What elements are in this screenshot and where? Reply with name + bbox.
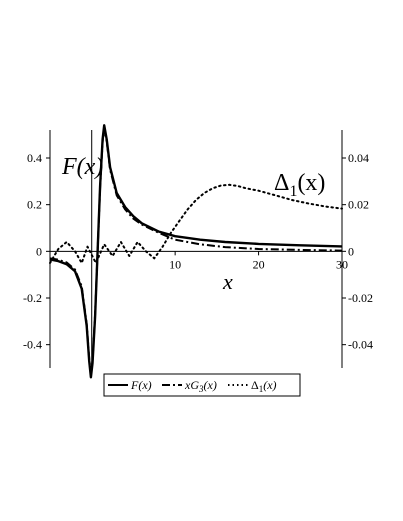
legend-label-3: Δ1(x) bbox=[251, 378, 277, 394]
x-axis-label: x bbox=[222, 269, 233, 294]
x-tick-label: 20 bbox=[253, 257, 265, 271]
tick-labels: 0.4 0.2 0 -0.2 -0.4 0.04 0.02 0 -0.02 -0.04 10 20 30 bbox=[23, 151, 373, 352]
series-line-1 bbox=[49, 124, 343, 379]
right-label-sub: 1 bbox=[289, 183, 297, 200]
legend-label-2-sub: 3 bbox=[198, 384, 204, 394]
right-label-main: Δ bbox=[274, 170, 289, 196]
right-tick-label: 0.04 bbox=[348, 151, 369, 165]
left-axis-series-label: F(x) bbox=[61, 154, 103, 180]
legend-label-2-main: xG bbox=[184, 378, 199, 392]
legend-label-3-main: Δ bbox=[251, 378, 259, 392]
legend: F(x) xG3(x) Δ1(x) bbox=[103, 373, 301, 397]
series-line-3 bbox=[49, 183, 343, 264]
right-axis-series-label: Δ1(x) bbox=[274, 170, 325, 200]
right-tick-label: -0.02 bbox=[348, 291, 373, 305]
series-layer bbox=[49, 124, 343, 379]
x-tick-label: 30 bbox=[336, 257, 348, 271]
left-tick-label: -0.2 bbox=[23, 291, 42, 305]
legend-label-2-tail: (x) bbox=[204, 378, 217, 392]
left-tick-label: -0.4 bbox=[23, 338, 42, 352]
legend-label-3-tail: (x) bbox=[263, 378, 276, 392]
right-tick-label: 0 bbox=[348, 244, 354, 258]
legend-label-3-sub: 1 bbox=[259, 384, 264, 394]
left-tick-label: 0.2 bbox=[27, 198, 42, 212]
right-tick-label: -0.04 bbox=[348, 338, 373, 352]
legend-box bbox=[103, 373, 301, 397]
series-line-2 bbox=[49, 126, 343, 376]
right-label-tail: (x) bbox=[297, 170, 325, 196]
left-tick-label: 0.4 bbox=[27, 151, 42, 165]
legend-label-1: F(x) bbox=[130, 378, 152, 392]
legend-label-2: xG3(x) bbox=[184, 378, 217, 394]
right-tick-label: 0.02 bbox=[348, 198, 369, 212]
left-tick-label: 0 bbox=[36, 244, 42, 258]
x-tick-label: 10 bbox=[169, 257, 181, 271]
